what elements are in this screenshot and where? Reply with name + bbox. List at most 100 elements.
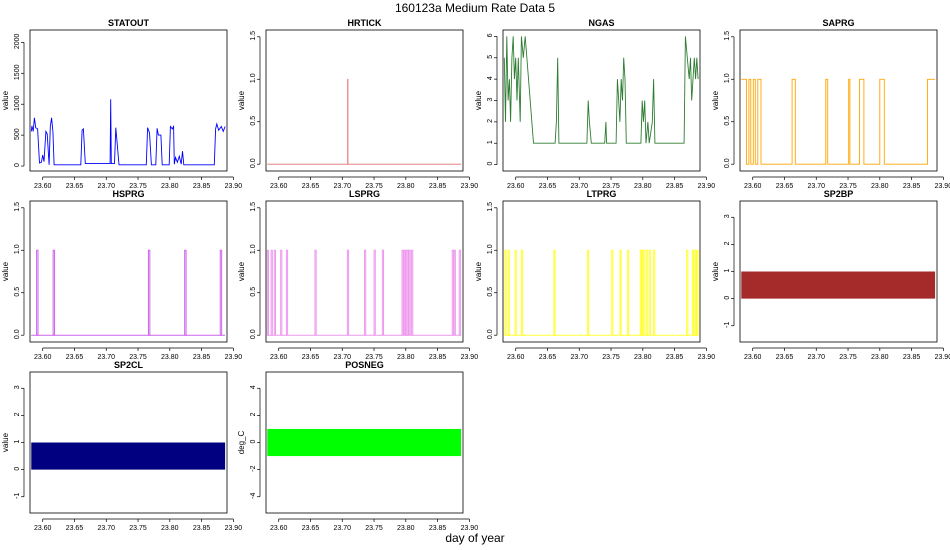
- plot-frame: [502, 29, 701, 172]
- y-axis-label: deg_C: [237, 430, 246, 454]
- x-tick-label: 23.85: [429, 354, 447, 361]
- x-tick-label: 23.85: [429, 525, 447, 532]
- pulse-mark: [52, 249, 56, 336]
- pulse-mark: [642, 249, 645, 336]
- series-line: [30, 99, 226, 166]
- pulse-mark: [645, 249, 648, 336]
- y-tick-label: 1: [724, 268, 731, 272]
- pulse-mark: [403, 249, 406, 336]
- x-tick-label: 23.65: [66, 183, 84, 190]
- pulse-mark: [36, 249, 39, 336]
- x-tick-label: 23.80: [871, 183, 889, 190]
- y-tick-label: 6: [487, 33, 494, 37]
- y-axis-label: value: [474, 261, 483, 281]
- x-tick-label: 23.60: [34, 354, 52, 361]
- panel-title: HRTICK: [348, 18, 382, 28]
- pulse-mark: [451, 249, 454, 336]
- pulse-mark: [627, 249, 630, 336]
- y-tick-label: 0: [14, 163, 21, 167]
- pulse-mark: [406, 249, 409, 336]
- pulse-mark: [507, 249, 510, 336]
- x-tick-label: 23.75: [129, 183, 147, 190]
- x-tick-label: 23.90: [461, 525, 479, 532]
- panel-title: SP2BP: [824, 189, 854, 199]
- x-tick-label: 23.60: [34, 525, 52, 532]
- y-tick-label: 1.0: [487, 244, 494, 254]
- x-tick-label: 23.60: [507, 183, 525, 190]
- pulse-mark: [273, 249, 276, 336]
- x-tick-label: 23.70: [333, 354, 351, 361]
- panel-ltprg: LTPRG 0.0 0.5 1.0 1.5 value 23.60 23.65 23.70 23.…: [474, 189, 715, 361]
- y-tick-label: 5: [487, 55, 494, 59]
- y-axis-label: value: [237, 90, 246, 110]
- x-tick-label: 23.85: [193, 525, 211, 532]
- pulse-mark: [401, 249, 404, 336]
- x-tick-label: 23.60: [507, 354, 525, 361]
- pulse-mark: [285, 249, 289, 336]
- y-tick-label: 0.0: [724, 158, 731, 168]
- x-tick-label: 23.90: [935, 183, 950, 190]
- y-tick-label: 1.5: [724, 31, 731, 41]
- x-tick-label: 23.80: [397, 183, 415, 190]
- x-tick-label: 23.65: [302, 183, 320, 190]
- y-tick-label: 2: [14, 412, 21, 416]
- y-tick-label: 1.5: [250, 31, 257, 41]
- y-axis-label: value: [237, 261, 246, 281]
- x-tick-label: 23.60: [270, 525, 288, 532]
- x-tick-label: 23.75: [365, 354, 383, 361]
- y-tick-label: 0.0: [487, 329, 494, 339]
- x-tick-label: 23.60: [270, 354, 288, 361]
- x-tick-label: 23.70: [807, 183, 825, 190]
- x-tick-label: 23.80: [871, 354, 889, 361]
- series-band: [267, 428, 462, 457]
- panel-statout: STATOUT 0 500 1000 1500 2000 value 23.60 23.65 23…: [1, 18, 242, 190]
- series-line: [741, 78, 936, 165]
- x-tick-label: 23.90: [461, 183, 479, 190]
- pulse-mark: [458, 249, 461, 336]
- y-tick-label: 0.0: [250, 158, 257, 168]
- y-tick-label: -4: [250, 493, 257, 499]
- y-tick-label: -2: [250, 465, 257, 471]
- pulse-mark: [514, 249, 517, 336]
- y-tick-label: 0.0: [14, 329, 21, 339]
- x-tick-label: 23.75: [839, 354, 857, 361]
- x-tick-label: 23.75: [602, 183, 620, 190]
- panel-hsprg: HSPRG 0.0 0.5 1.0 1.5 value 23.60 23.65 23.70 23.…: [1, 189, 242, 361]
- plot-frame: [739, 29, 938, 172]
- x-tick-label: 23.65: [776, 183, 794, 190]
- x-tick-label: 23.85: [429, 183, 447, 190]
- pulse-mark: [408, 249, 411, 336]
- y-tick-label: 3: [14, 385, 21, 389]
- panel-title: STATOUT: [108, 18, 149, 28]
- pulse-mark: [553, 249, 556, 336]
- panel-sp2bp: SP2BP -1 0 1 2 3 value 23.60 23.65 23.70 23.75 23.8…: [711, 189, 950, 361]
- pulse-mark: [266, 249, 270, 336]
- panel-ngas: NGAS 0 1 2 3 4 5 6 value 23.60 23.65 23.70 23.75 23.8…: [474, 18, 715, 190]
- pulse-mark: [619, 249, 622, 336]
- pulse-mark: [314, 249, 317, 336]
- y-axis-label: value: [1, 432, 10, 452]
- x-tick-label: 23.60: [744, 183, 762, 190]
- x-tick-label: 23.60: [270, 183, 288, 190]
- x-tick-label: 23.90: [225, 354, 243, 361]
- pulse-mark: [611, 249, 614, 336]
- x-tick-label: 23.75: [365, 183, 383, 190]
- x-tick-label: 23.70: [570, 354, 588, 361]
- pulse-mark: [405, 249, 408, 336]
- y-axis-label: value: [474, 90, 483, 110]
- plot-frame: [265, 371, 464, 514]
- x-tick-label: 23.85: [193, 354, 211, 361]
- y-tick-label: 1: [487, 140, 494, 144]
- x-tick-label: 23.65: [302, 525, 320, 532]
- y-tick-label: 0.5: [14, 287, 21, 297]
- x-tick-label: 23.70: [333, 183, 351, 190]
- plot-frame: [265, 200, 464, 343]
- x-tick-label: 23.80: [161, 354, 179, 361]
- panel-lsprg: LSPRG 0.0 0.5 1.0 1.5 value 23.60 23.65 23.70 23.…: [237, 189, 478, 361]
- y-tick-label: 2: [250, 412, 257, 416]
- panel-title: HSPRG: [112, 189, 144, 199]
- y-tick-label: 1.0: [14, 244, 21, 254]
- figure-title: 160123a Medium Rate Data 5: [394, 1, 556, 15]
- x-tick-label: 23.80: [161, 525, 179, 532]
